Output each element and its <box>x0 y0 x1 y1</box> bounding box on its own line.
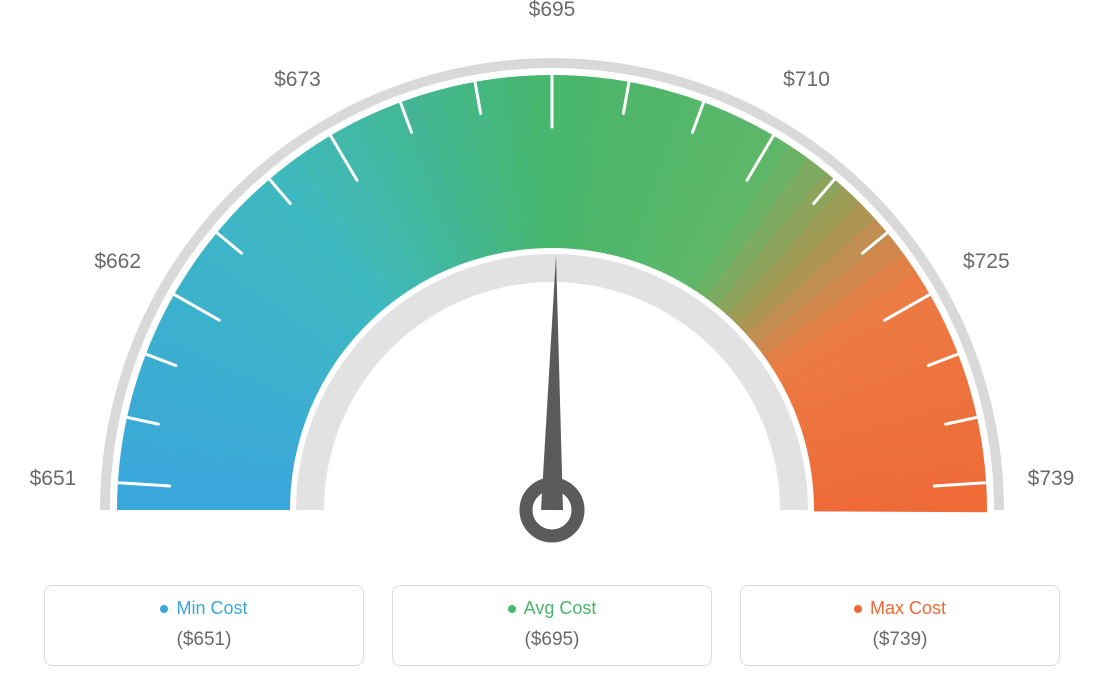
legend-row: Min Cost ($651) Avg Cost ($695) Max Cost… <box>0 585 1104 666</box>
gauge-tick-label: $739 <box>1028 467 1075 491</box>
legend-box-min: Min Cost ($651) <box>44 585 364 666</box>
gauge-chart: $651 $662 $673 $695 $710 $725 $739 <box>0 0 1104 560</box>
gauge-svg <box>0 0 1104 560</box>
gauge-tick-label: $673 <box>274 68 321 92</box>
legend-box-avg: Avg Cost ($695) <box>392 585 712 666</box>
gauge-tick-label: $651 <box>30 467 77 491</box>
legend-dot-max <box>854 605 862 613</box>
legend-box-max: Max Cost ($739) <box>740 585 1060 666</box>
legend-dot-avg <box>508 605 516 613</box>
legend-value-avg: ($695) <box>401 629 703 651</box>
legend-value-min: ($651) <box>53 629 355 651</box>
legend-label-avg: Avg Cost <box>524 598 597 619</box>
legend-title-min: Min Cost <box>160 598 247 619</box>
legend-title-avg: Avg Cost <box>508 598 597 619</box>
legend-value-max: ($739) <box>749 629 1051 651</box>
gauge-tick-label: $710 <box>783 68 830 92</box>
gauge-tick-label: $662 <box>94 250 141 274</box>
gauge-tick-label: $725 <box>963 250 1010 274</box>
legend-dot-min <box>160 605 168 613</box>
legend-title-max: Max Cost <box>854 598 946 619</box>
legend-label-max: Max Cost <box>870 598 946 619</box>
legend-label-min: Min Cost <box>176 598 247 619</box>
gauge-tick-label: $695 <box>529 0 576 22</box>
